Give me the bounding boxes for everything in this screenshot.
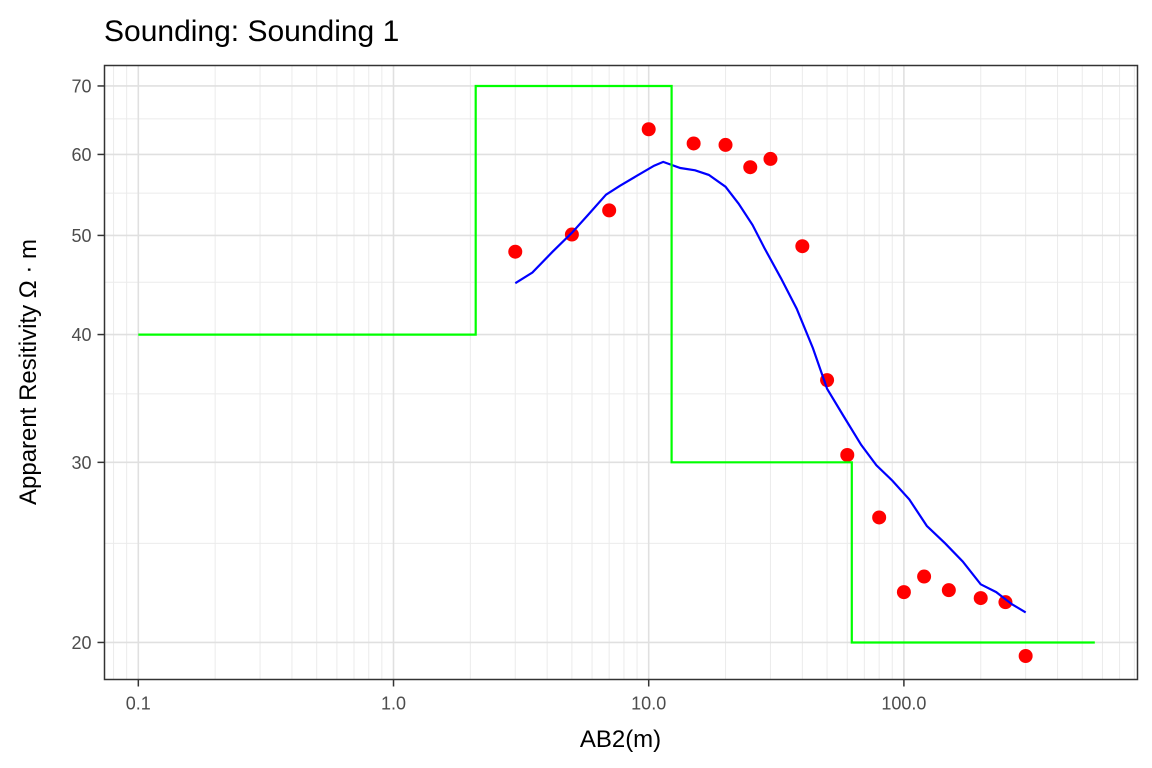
y-tick-label: 60 — [71, 145, 91, 165]
data-point — [795, 239, 810, 254]
y-axis-title: Apparent Resitivity Ω · m — [15, 239, 42, 505]
x-axis-title: AB2(m) — [580, 726, 661, 753]
x-tick-label: 0.1 — [126, 694, 151, 714]
data-point — [917, 569, 932, 584]
model-step-line — [138, 84, 1095, 644]
y-tick-label: 50 — [71, 226, 91, 246]
panel-background — [104, 65, 1138, 680]
y-tick-label: 40 — [71, 325, 91, 345]
data-point — [641, 122, 656, 137]
data-point — [508, 244, 523, 259]
x-tick-label: 100.0 — [881, 694, 926, 714]
y-tick-label: 30 — [71, 453, 91, 473]
data-point — [896, 585, 911, 600]
data-point — [973, 591, 988, 606]
plot-area — [138, 84, 1095, 663]
panel-border — [103, 64, 1139, 681]
y-tick-label: 20 — [71, 633, 91, 653]
data-point — [718, 137, 733, 152]
data-point — [1018, 648, 1033, 663]
x-tick-label: 10.0 — [631, 694, 666, 714]
data-point — [743, 160, 758, 175]
grid — [104, 65, 1138, 680]
data-point — [602, 203, 617, 218]
fitted-curve — [514, 160, 1027, 614]
x-tick-label: 1.0 — [381, 694, 406, 714]
y-tick-label: 70 — [71, 76, 91, 96]
data-point — [763, 151, 778, 166]
data-point — [872, 510, 887, 525]
data-point — [840, 448, 855, 463]
data-point — [998, 595, 1013, 610]
data-point — [564, 227, 579, 242]
axis-ticks: 0.1 1.0 10.0 100.0 20 30 40 50 60 70 — [71, 76, 926, 713]
data-point — [686, 136, 701, 151]
chart-title: Sounding: Sounding 1 — [104, 15, 399, 48]
data-point — [941, 583, 956, 598]
